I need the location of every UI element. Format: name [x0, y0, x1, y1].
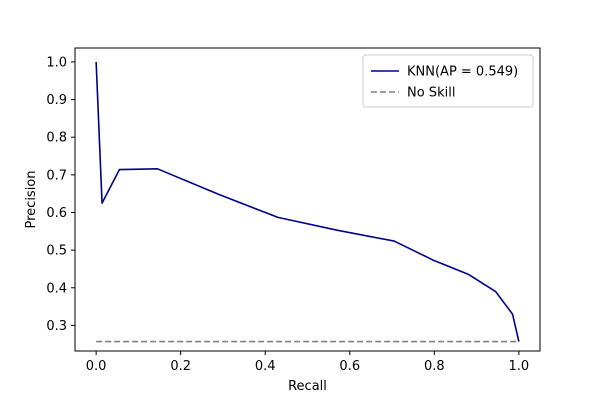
x-axis-label: Recall	[288, 379, 327, 394]
legend-label: KNN(AP = 0.549)	[407, 65, 518, 80]
x-axis: 0.0 0.2 0.4 0.6 0.8 1.0	[86, 351, 529, 374]
legend: KNN(AP = 0.549) No Skill	[362, 54, 534, 108]
x-tick-label: 1.0	[509, 359, 530, 374]
legend-label: No Skill	[407, 86, 455, 101]
x-tick-label: 0.8	[424, 359, 445, 374]
y-tick-label: 0.3	[46, 319, 67, 334]
series-line-knn	[95, 61, 520, 342]
series-layer	[95, 61, 520, 343]
y-tick-label: 0.8	[46, 131, 67, 146]
y-tick-label: 0.9	[46, 93, 67, 108]
y-tick-label: 0.7	[46, 168, 67, 183]
y-axis: 0.3 0.4 0.5 0.6 0.7 0.8 0.9 1.0	[46, 55, 75, 334]
x-tick-label: 0.4	[255, 359, 276, 374]
x-tick-label: 0.6	[339, 359, 360, 374]
y-tick-label: 1.0	[46, 55, 67, 70]
x-tick-label: 0.2	[170, 359, 191, 374]
y-tick-label: 0.5	[46, 244, 67, 259]
x-tick-label: 0.0	[86, 359, 107, 374]
y-tick-label: 0.4	[46, 281, 67, 296]
legend-box	[362, 54, 534, 108]
y-axis-label: Precision	[24, 170, 39, 228]
plot-frame	[74, 47, 541, 352]
y-tick-label: 0.6	[46, 206, 67, 221]
